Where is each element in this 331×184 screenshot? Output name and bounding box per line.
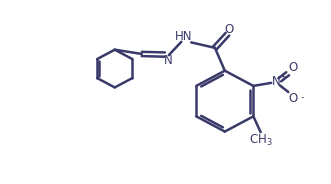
Text: N: N [164, 54, 172, 67]
Text: O: O [288, 92, 298, 105]
Text: CH$_3$: CH$_3$ [250, 133, 273, 148]
Text: O: O [288, 61, 298, 74]
Text: O: O [224, 23, 234, 36]
Text: +: + [279, 72, 286, 81]
Text: N: N [272, 75, 280, 89]
Text: HN: HN [175, 30, 193, 43]
Text: -: - [301, 94, 304, 103]
